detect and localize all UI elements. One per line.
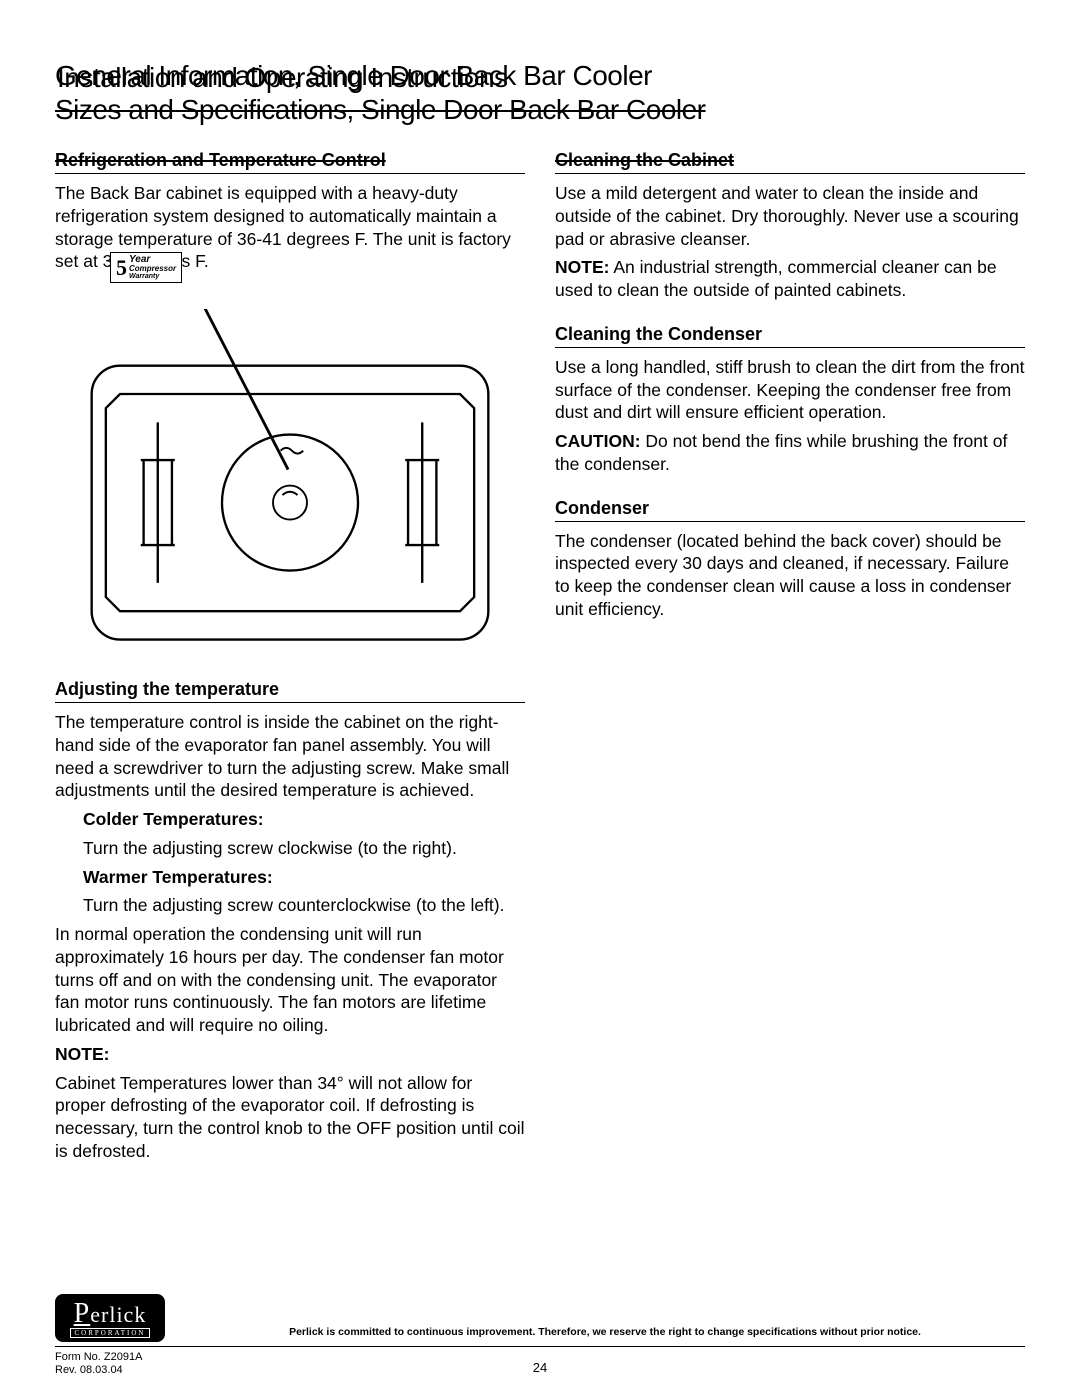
note-label: NOTE:	[55, 1043, 525, 1066]
colder-text: Turn the adjusting screw clockwise (to t…	[83, 837, 525, 860]
heading-cleaning-condenser: Cleaning the Condenser	[555, 324, 1025, 348]
title-line-1b: General Information, Single Door Back Ba…	[55, 60, 652, 92]
para-condenser-caution: CAUTION: Do not bend the fins while brus…	[555, 430, 1025, 476]
evaporator-diagram	[55, 309, 525, 649]
colder-label: Colder Temperatures:	[83, 808, 525, 831]
warranty-compressor: Compressor	[129, 265, 176, 273]
para-condenser-clean: Use a long handled, stiff brush to clean…	[555, 356, 1025, 424]
page-footer: Perlick CORPORATION Perlick is committed…	[55, 1294, 1025, 1377]
warmer-text: Turn the adjusting screw counterclockwis…	[83, 894, 525, 917]
content-columns: Refrigeration and Temperature Control Th…	[55, 140, 1025, 1169]
footer-rule	[55, 1346, 1025, 1347]
footer-disclaimer: Perlick is committed to continuous impro…	[185, 1326, 1025, 1342]
cabinet-note-text: An industrial strength, commercial clean…	[555, 257, 997, 300]
warranty-warranty: Warranty	[129, 273, 176, 280]
heading-refrigeration: Refrigeration and Temperature Control	[55, 150, 525, 174]
title-line-2: Sizes and Specifications, Single Door Ba…	[55, 94, 706, 126]
cabinet-note-label: NOTE:	[555, 257, 609, 277]
logo-brand: erlick	[90, 1302, 146, 1327]
left-column: Refrigeration and Temperature Control Th…	[55, 140, 525, 1169]
heading-adjusting: Adjusting the temperature	[55, 679, 525, 703]
temperature-instructions: Colder Temperatures: Turn the adjusting …	[55, 808, 525, 917]
page-title-block: Installation and Operating Instructions …	[55, 60, 1025, 130]
perlick-logo: Perlick CORPORATION	[55, 1294, 165, 1342]
para-cabinet-note: NOTE: An industrial strength, commercial…	[555, 256, 1025, 302]
heading-cleaning-cabinet: Cleaning the Cabinet	[555, 150, 1025, 174]
heading-condenser: Condenser	[555, 498, 1025, 522]
para-normal-op: In normal operation the condensing unit …	[55, 923, 525, 1037]
para-condenser: The condenser (located behind the back c…	[555, 530, 1025, 621]
certification-badges: 5 Year Compressor Warranty	[110, 252, 182, 283]
logo-cap: P	[74, 1298, 91, 1329]
para-cabinet: Use a mild detergent and water to clean …	[555, 182, 1025, 250]
warranty-5: 5	[116, 257, 127, 279]
note-text: Cabinet Temperatures lower than 34° will…	[55, 1072, 525, 1163]
page-number: 24	[533, 1360, 547, 1375]
right-column: Cleaning the Cabinet Use a mild detergen…	[555, 140, 1025, 1169]
warmer-label: Warmer Temperatures:	[83, 866, 525, 889]
warranty-badge: 5 Year Compressor Warranty	[110, 252, 182, 283]
logo-corporation: CORPORATION	[70, 1328, 149, 1338]
condenser-caution-label: CAUTION:	[555, 431, 641, 451]
para-adjust-intro: The temperature control is inside the ca…	[55, 711, 525, 802]
